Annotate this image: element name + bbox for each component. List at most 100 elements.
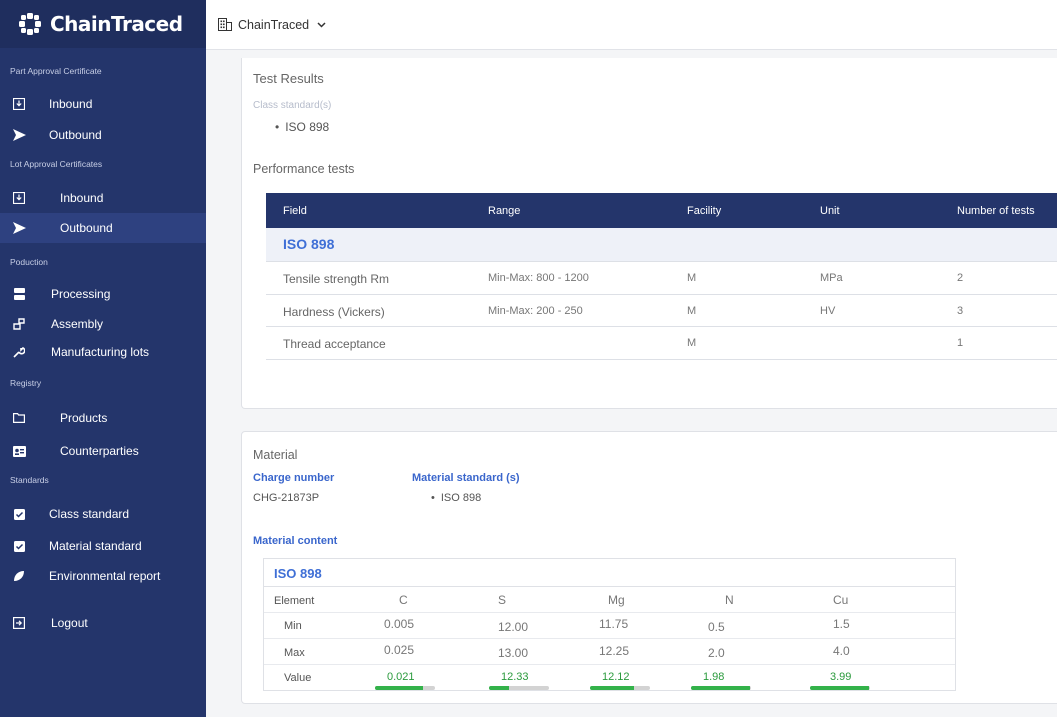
table-header: Field Range Facility Unit Number of test… bbox=[266, 193, 1057, 228]
cell-number-of-tests: 1 bbox=[957, 337, 964, 349]
value-row: Value 0.021 12.33 12.12 1.98 3.99 bbox=[264, 665, 955, 691]
sidebar-item-pac-outbound[interactable]: Outbound bbox=[0, 120, 206, 150]
performance-tests-title: Performance tests bbox=[253, 162, 355, 176]
column-header-range[interactable]: Range bbox=[488, 205, 521, 217]
sidebar-item-material-standard[interactable]: Material standard bbox=[0, 531, 206, 561]
element-name-c: C bbox=[399, 593, 408, 607]
charge-number-value: CHG-21873P bbox=[253, 492, 320, 504]
value-c: 0.021 bbox=[387, 671, 415, 683]
performance-table: Field Range Facility Unit Number of test… bbox=[266, 193, 1057, 360]
test-results-title: Test Results bbox=[253, 71, 324, 86]
class-standard-item: ISO 898 bbox=[275, 120, 329, 134]
table-group-row: ISO 898 bbox=[264, 559, 955, 587]
value-gauge-fill bbox=[375, 686, 423, 690]
wrench-icon bbox=[11, 344, 27, 360]
sidebar-item-label: Material standard bbox=[49, 539, 142, 553]
sidebar-item-class-standard[interactable]: Class standard bbox=[0, 499, 206, 529]
sidebar-item-label: Inbound bbox=[60, 191, 104, 205]
cell-facility: M bbox=[687, 337, 697, 349]
table-row: Tensile strength Rm Min-Max: 800 - 1200 … bbox=[266, 262, 1057, 295]
value-gauge-fill bbox=[810, 686, 870, 690]
contact-card-icon bbox=[11, 443, 27, 459]
sidebar-item-processing[interactable]: Processing bbox=[0, 279, 206, 309]
max-cu: 4.0 bbox=[833, 644, 850, 658]
material-title: Material bbox=[253, 448, 298, 462]
section-standards: Standards bbox=[10, 475, 49, 485]
sidebar-item-label: Outbound bbox=[60, 221, 113, 235]
value-mg: 12.12 bbox=[602, 671, 630, 683]
section-lot-approval: Lot Approval Certificates bbox=[10, 159, 103, 169]
cell-range: Min-Max: 800 - 1200 bbox=[488, 272, 589, 284]
sidebar-item-label: Products bbox=[60, 411, 108, 425]
cell-field: Thread acceptance bbox=[283, 337, 386, 351]
value-gauge-s bbox=[489, 686, 549, 690]
sidebar-item-environmental-report[interactable]: Environmental report bbox=[0, 561, 206, 591]
group-label: ISO 898 bbox=[283, 236, 335, 252]
server-icon bbox=[11, 286, 27, 302]
send-icon bbox=[11, 127, 27, 143]
element-name-mg: Mg bbox=[608, 593, 625, 607]
value-gauge-cu bbox=[810, 686, 870, 690]
sidebar-item-counterparties[interactable]: Counterparties bbox=[0, 436, 206, 466]
material-standard-item: ISO 898 bbox=[431, 492, 481, 504]
value-gauge-mg bbox=[590, 686, 650, 690]
sidebar-item-assembly[interactable]: Assembly bbox=[0, 309, 206, 339]
value-cu: 3.99 bbox=[830, 671, 852, 683]
value-gauge-fill bbox=[590, 686, 635, 690]
element-name-n: N bbox=[725, 593, 734, 607]
sidebar-item-lac-inbound[interactable]: Inbound bbox=[0, 183, 206, 213]
sidebar-item-pac-inbound[interactable]: Inbound bbox=[0, 89, 206, 119]
column-header-number-of-tests[interactable]: Number of tests bbox=[957, 205, 1035, 217]
cell-number-of-tests: 2 bbox=[957, 272, 964, 284]
inbox-icon bbox=[11, 96, 27, 112]
section-registry: Registry bbox=[10, 378, 42, 388]
cell-field: Tensile strength Rm bbox=[283, 272, 390, 286]
min-c: 0.005 bbox=[384, 617, 415, 631]
logo[interactable]: ChainTraced bbox=[0, 0, 206, 48]
min-row: Min 0.005 12.00 11.75 0.5 1.5 bbox=[264, 613, 955, 639]
sidebar-item-lac-outbound[interactable]: Outbound bbox=[0, 213, 206, 243]
org-switcher[interactable]: ChainTraced bbox=[218, 18, 326, 32]
column-header-unit[interactable]: Unit bbox=[820, 205, 840, 217]
class-standard-label: Class standard(s) bbox=[253, 100, 332, 111]
sidebar-item-label: Logout bbox=[51, 616, 88, 630]
chevron-down-icon bbox=[317, 21, 326, 28]
cell-facility: M bbox=[687, 304, 697, 317]
checkbox-icon bbox=[11, 506, 27, 522]
group-label: ISO 898 bbox=[274, 566, 322, 581]
sidebar-item-label: Processing bbox=[51, 287, 111, 301]
building-icon bbox=[218, 18, 232, 31]
min-n: 0.5 bbox=[708, 620, 725, 634]
sidebar-item-products[interactable]: Products bbox=[0, 403, 206, 433]
material-content-label: Material content bbox=[253, 535, 338, 547]
checkbox-icon bbox=[11, 538, 27, 554]
value-gauge-c bbox=[375, 686, 435, 690]
material-standard-label: Material standard (s) bbox=[412, 472, 520, 484]
sidebar-item-logout[interactable]: Logout bbox=[0, 608, 206, 638]
table-group-row: ISO 898 bbox=[266, 228, 1057, 262]
cell-facility: M bbox=[687, 272, 697, 284]
element-name-cu: Cu bbox=[833, 593, 849, 607]
folder-icon bbox=[11, 410, 27, 426]
cell-range: Min-Max: 200 - 250 bbox=[488, 304, 583, 317]
column-header-field[interactable]: Field bbox=[283, 205, 307, 217]
table-row: Hardness (Vickers) Min-Max: 200 - 250 M … bbox=[266, 295, 1057, 327]
logout-icon bbox=[11, 615, 27, 631]
sidebar-item-label: Assembly bbox=[51, 317, 104, 331]
element-header-row: Element C S Mg N Cu bbox=[264, 587, 955, 613]
top-bar: ChainTraced bbox=[206, 0, 1057, 50]
max-s: 13.00 bbox=[498, 646, 529, 660]
table-row: Thread acceptance M 1 bbox=[266, 327, 1057, 360]
cell-field: Hardness (Vickers) bbox=[283, 304, 385, 319]
sidebar-item-label: Manufacturing lots bbox=[51, 345, 150, 359]
value-gauge-n bbox=[691, 686, 751, 690]
value-s: 12.33 bbox=[501, 671, 529, 683]
min-s: 12.00 bbox=[498, 620, 529, 634]
sidebar-item-manufacturing-lots[interactable]: Manufacturing lots bbox=[0, 337, 206, 367]
charge-number-label: Charge number bbox=[253, 472, 335, 484]
cell-number-of-tests: 3 bbox=[957, 304, 964, 317]
sidebar-item-label: Counterparties bbox=[60, 444, 139, 458]
column-header-facility[interactable]: Facility bbox=[687, 205, 722, 217]
element-name-s: S bbox=[498, 593, 507, 607]
sidebar: ChainTraced Part Approval Certificate In… bbox=[0, 0, 206, 717]
